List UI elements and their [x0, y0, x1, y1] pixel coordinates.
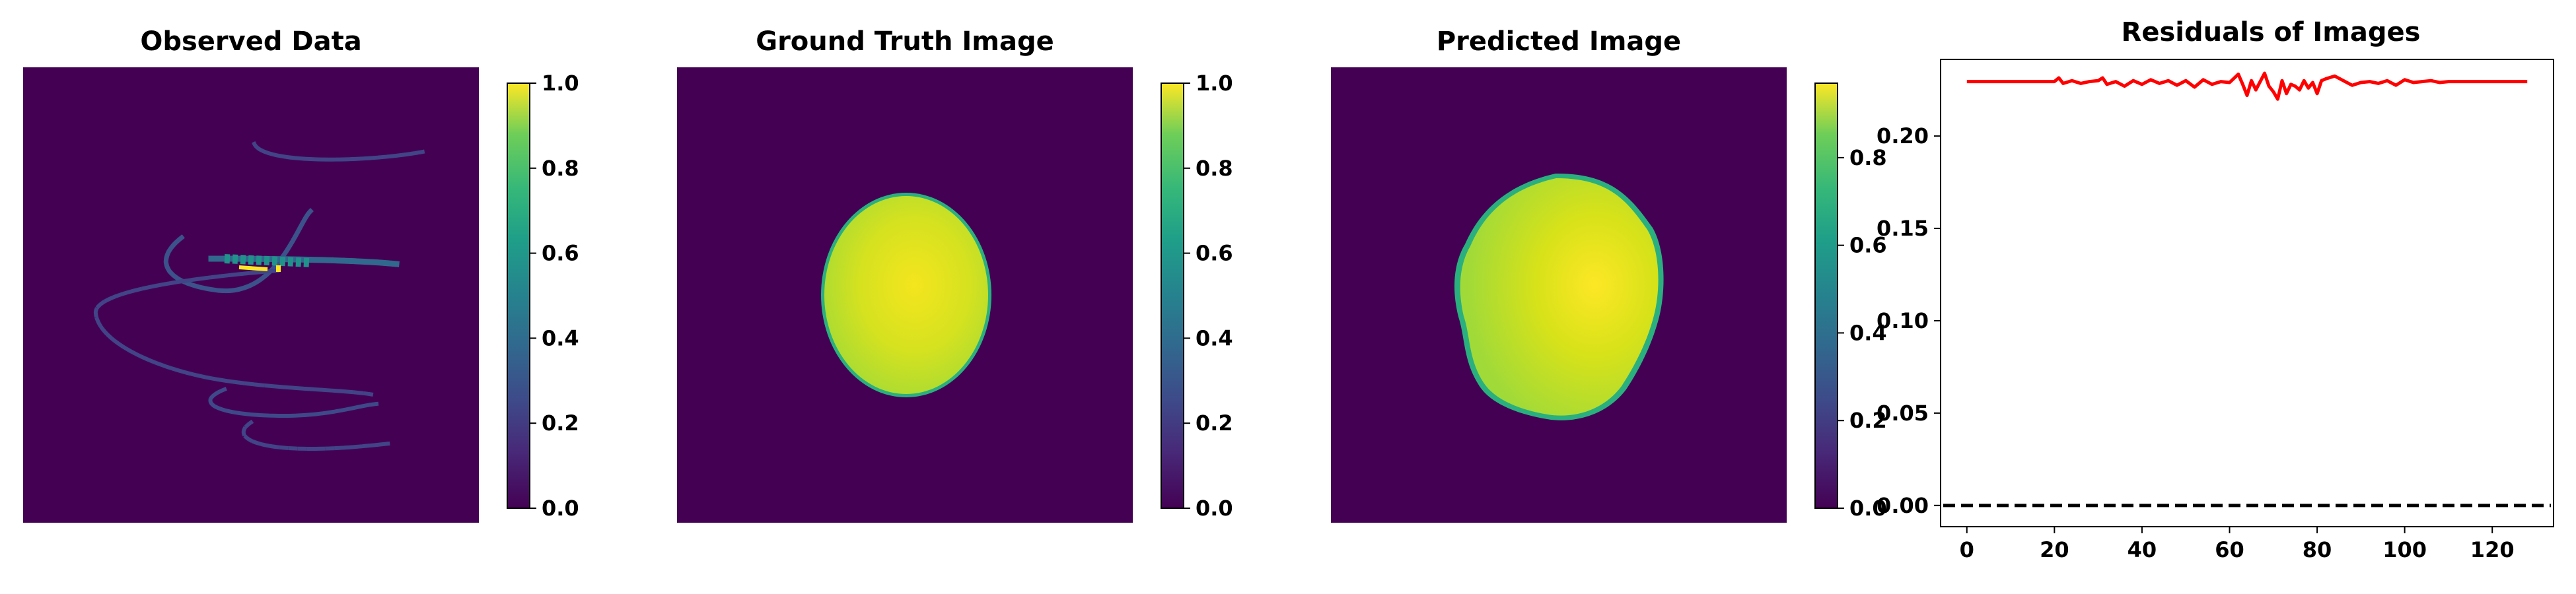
observed-title: Observed Data	[140, 26, 361, 57]
observed-streak-wide	[94, 268, 376, 397]
observed-heatmap	[23, 67, 479, 523]
x-tick-label: 60	[2215, 537, 2244, 562]
colorbar-tick-label: 0.8	[1849, 145, 1887, 170]
y-tick-label: 0.00	[1877, 493, 1929, 518]
x-tick-label: 20	[2040, 537, 2069, 562]
observed-colorbar	[507, 82, 530, 509]
ground-truth-colorbar	[1161, 82, 1184, 509]
observed-bright-cluster	[224, 254, 311, 267]
colorbar-tick-label: 0.8	[1196, 156, 1233, 181]
colorbar-tick-label: 0.8	[542, 156, 579, 181]
colorbar-tick-label: 0.0	[1196, 496, 1233, 521]
colorbar-tick-label: 0.4	[1196, 325, 1233, 350]
predicted-colorbar-ticks: 0.0 0.2 0.4 0.6 0.8	[1838, 145, 1887, 521]
residuals-title: Residuals of Images	[2122, 17, 2421, 48]
colorbar-tick-label: 0.0	[1849, 496, 1887, 521]
colorbar-tick-label: 0.2	[542, 411, 579, 436]
residuals-series-line	[1966, 71, 2528, 101]
colorbar-tick-label: 0.4	[542, 325, 579, 350]
colorbar-tick-label: 0.0	[542, 496, 579, 521]
colorbar-tick-label: 0.6	[1196, 241, 1233, 266]
colorbar-tick-label: 0.4	[1849, 320, 1887, 345]
observed-colorbar-ticks: 0.0 0.2 0.4 0.6 0.8 1.0	[530, 71, 579, 521]
colorbar-tick-label: 1.0	[1196, 71, 1233, 96]
x-tick-label: 80	[2303, 537, 2332, 562]
colorbar-tick-label: 1.0	[542, 71, 579, 96]
ground-truth-heatmap	[677, 67, 1133, 523]
residuals-axes-frame	[1940, 59, 2554, 527]
x-tick-label: 120	[2470, 537, 2515, 562]
colorbar-tick-label: 0.6	[542, 241, 579, 266]
x-tick-label: 0	[1960, 537, 1974, 562]
residuals-ticks: 0 20 40 60 80 100 120 0.00 0.05 0.10 0.15 0.20	[1877, 123, 2515, 562]
predicted-title: Predicted Image	[1437, 26, 1681, 57]
predicted-colorbar	[1814, 82, 1838, 509]
observed-streak-lower	[208, 387, 379, 418]
ground-truth-title: Ground Truth Image	[756, 26, 1054, 57]
observed-streak-top	[252, 141, 425, 162]
y-tick-label: 0.05	[1877, 401, 1929, 426]
colorbar-tick-label: 0.2	[1196, 411, 1233, 436]
observed-streak-upper	[163, 208, 314, 294]
y-tick-label: 0.10	[1877, 308, 1929, 333]
observed-peak	[238, 265, 268, 271]
observed-peak-dot	[276, 265, 281, 272]
ground-truth-colorbar-ticks: 0.0 0.2 0.4 0.6 0.8 1.0	[1184, 71, 1233, 521]
y-tick-label: 0.15	[1877, 216, 1929, 241]
observed-streak-bottom	[241, 419, 392, 451]
colorbar-tick-label: 0.6	[1849, 233, 1887, 258]
x-tick-label: 100	[2382, 537, 2427, 562]
y-tick-label: 0.20	[1877, 123, 1929, 148]
colorbar-tick-label: 0.2	[1849, 408, 1887, 433]
x-tick-label: 40	[2128, 537, 2157, 562]
predicted-heatmap	[1331, 67, 1787, 523]
residuals-plot: 0 20 40 60 80 100 120 0.00 0.05 0.10 0.15 0.20	[1877, 59, 2554, 562]
